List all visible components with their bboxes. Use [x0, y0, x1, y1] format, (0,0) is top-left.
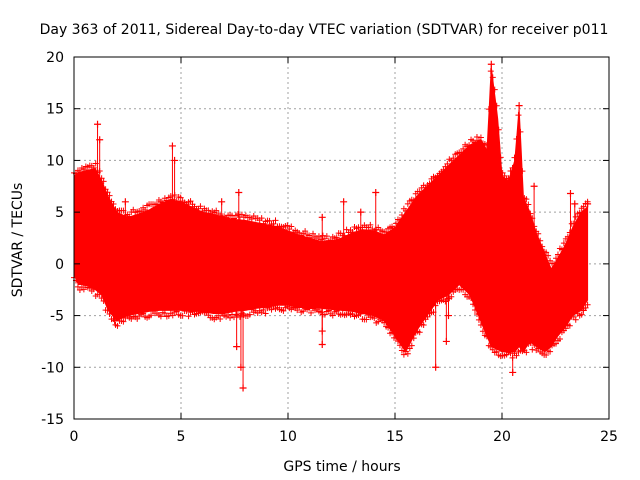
outlier-point [571, 200, 579, 208]
outlier-point [515, 102, 523, 110]
outlier-point [566, 190, 574, 198]
outlier-point [171, 156, 179, 164]
x-tick-label: 25 [600, 429, 618, 445]
x-tick-label: 20 [493, 429, 511, 445]
outlier-point [432, 363, 440, 371]
y-tick-label: -15 [41, 412, 64, 428]
outlier-point [509, 368, 517, 376]
outlier-point [530, 182, 538, 190]
outlier-point [233, 343, 241, 351]
outlier-point [96, 136, 104, 144]
outlier-point [318, 341, 326, 349]
y-tick-label: 10 [46, 153, 64, 169]
outlier-point [218, 198, 226, 206]
outlier-point [487, 60, 495, 68]
sdtvar-band [73, 67, 589, 353]
x-tick-label: 10 [279, 429, 297, 445]
outlier-point [318, 213, 326, 221]
outlier-point [318, 327, 326, 335]
outlier-point [442, 337, 450, 345]
outlier-point [235, 188, 243, 196]
outlier-point [357, 208, 365, 216]
outlier-point [372, 188, 380, 196]
outlier-point [239, 384, 247, 392]
outlier-point [584, 200, 592, 208]
chart-title: Day 363 of 2011, Sidereal Day-to-day VTE… [40, 22, 609, 38]
outlier-point [111, 317, 119, 325]
outlier-point [237, 363, 245, 371]
x-tick-label: 5 [177, 429, 186, 445]
data-series [71, 60, 592, 392]
outlier-point [579, 306, 587, 314]
x-tick-label: 0 [70, 429, 79, 445]
plot-frame [73, 56, 610, 420]
y-tick-label: -5 [50, 309, 64, 325]
y-tick-label: 20 [46, 50, 64, 66]
ticks: 0 5 10 15 20 25 -15 -10 -5 0 5 10 15 20 [41, 50, 618, 445]
outlier-point [121, 198, 129, 206]
outlier-point [94, 120, 102, 128]
y-tick-label: 5 [55, 205, 64, 221]
outlier-point [445, 312, 452, 320]
y-tick-label: 15 [46, 102, 64, 118]
x-tick-label: 15 [386, 429, 404, 445]
y-tick-label: -10 [41, 360, 64, 376]
outlier-point [168, 142, 176, 150]
y-axis-label: SDTVAR / TECUs [10, 183, 26, 298]
y-tick-label: 0 [55, 257, 64, 273]
x-axis-label: GPS time / hours [283, 459, 400, 475]
outlier-point [340, 198, 348, 206]
outlier-point [76, 179, 84, 187]
